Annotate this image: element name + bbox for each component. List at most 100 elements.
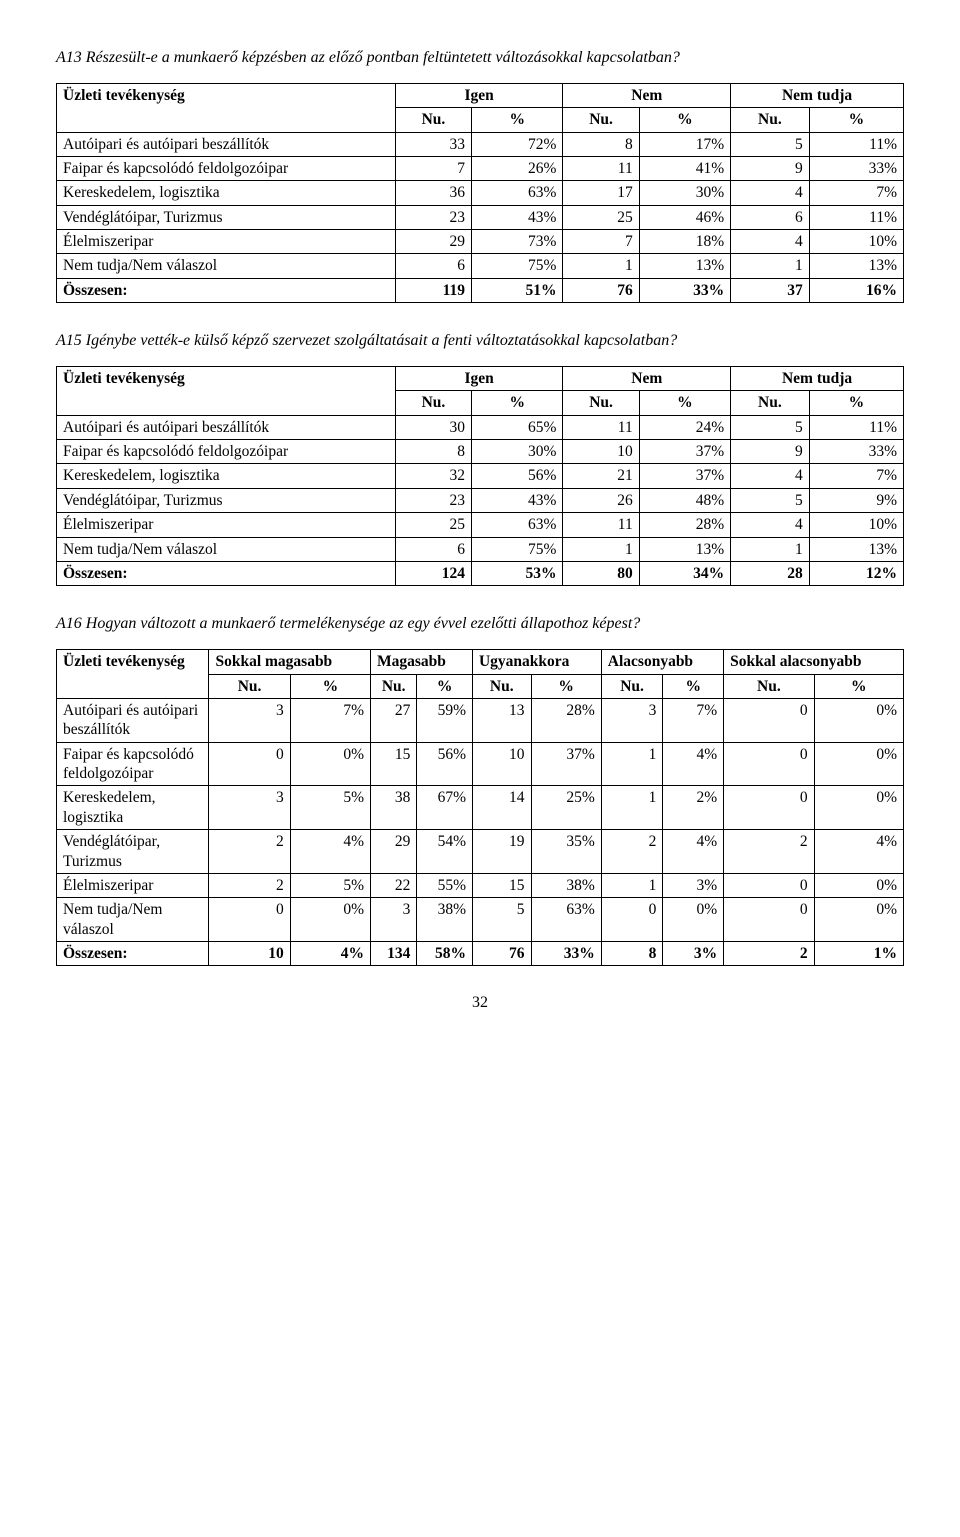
table-row: Faipar és kapcsolódó feldolgozóipar726%1… [57,156,904,180]
table-row: Üzleti tevékenység Igen Nem Nem tudja [57,83,904,107]
col-subheader: % [417,674,473,698]
cell-value: 18% [639,230,730,254]
cell-value: 8 [395,440,471,464]
cell-value: 0 [724,898,814,942]
table-total-row: Összesen:11951%7633%3716% [57,278,904,302]
row-label: Kereskedelem, logisztika [57,786,209,830]
row-label: Faipar és kapcsolódó feldolgozóipar [57,156,396,180]
cell-value: 10 [472,742,531,786]
table-row: Vendéglátóipar, Turizmus2343%2546%611% [57,205,904,229]
cell-value: 1 [563,537,639,561]
col-header-group: Igen [395,83,563,107]
cell-value: 38% [531,873,601,897]
cell-value: 63% [472,513,563,537]
cell-value: 4 [731,181,810,205]
cell-value: 55% [417,873,473,897]
cell-value: 0% [814,698,903,742]
cell-value: 58% [417,942,473,966]
cell-value: 5% [290,873,370,897]
cell-value: 11% [809,415,903,439]
row-label: Nem tudja/Nem válaszol [57,537,396,561]
cell-value: 11 [563,415,639,439]
table-a15: Üzleti tevékenység Igen Nem Nem tudja Nu… [56,366,904,586]
cell-value: 24% [639,415,730,439]
col-header-group: Nem tudja [731,366,904,390]
col-header-group: Sokkal magasabb [209,650,371,674]
table-a13: Üzleti tevékenység Igen Nem Nem tudja Nu… [56,83,904,303]
table-row: Autóipari és autóipari beszállítók3065%1… [57,415,904,439]
cell-value: 1 [563,254,639,278]
cell-value: 33% [809,156,903,180]
col-subheader: Nu. [395,108,471,132]
cell-value: 10 [563,440,639,464]
row-label: Autóipari és autóipari beszállítók [57,415,396,439]
col-subheader: % [814,674,903,698]
cell-value: 4% [663,742,724,786]
cell-value: 0 [724,698,814,742]
cell-value: 6 [395,254,471,278]
col-header-group: Igen [395,366,563,390]
cell-value: 38% [417,898,473,942]
cell-value: 65% [472,415,563,439]
col-header-group: Nem [563,366,731,390]
cell-value: 33% [809,440,903,464]
col-header-group: Ugyanakkora [472,650,601,674]
cell-value: 5% [290,786,370,830]
cell-value: 34% [639,561,730,585]
cell-value: 2 [724,830,814,874]
cell-value: 9 [731,156,810,180]
cell-value: 11 [563,513,639,537]
cell-value: 63% [531,898,601,942]
cell-value: 7% [809,181,903,205]
cell-value: 0 [724,786,814,830]
table-row: Kereskedelem, logisztika35%3867%1425%12%… [57,786,904,830]
cell-value: 5 [731,415,810,439]
row-label: Élelmiszeripar [57,230,396,254]
cell-value: 13% [809,537,903,561]
cell-value: 12% [809,561,903,585]
cell-value: 10 [209,942,290,966]
cell-value: 43% [472,205,563,229]
cell-value: 15 [371,742,417,786]
cell-value: 0% [814,742,903,786]
cell-value: 63% [472,181,563,205]
cell-value: 5 [731,132,810,156]
cell-value: 0% [814,898,903,942]
cell-value: 28% [531,698,601,742]
col-subheader: % [809,391,903,415]
cell-value: 4% [814,830,903,874]
col-subheader: % [531,674,601,698]
cell-value: 36 [395,181,471,205]
cell-value: 54% [417,830,473,874]
cell-value: 33 [395,132,471,156]
cell-value: 13 [472,698,531,742]
table-row: Nem tudja/Nem válaszol00%338%563%00%00% [57,898,904,942]
col-subheader: Nu. [731,108,810,132]
cell-value: 1% [814,942,903,966]
cell-value: 1 [601,742,663,786]
cell-value: 25% [531,786,601,830]
cell-value: 22 [371,873,417,897]
cell-value: 29 [395,230,471,254]
cell-value: 32 [395,464,471,488]
cell-value: 53% [472,561,563,585]
cell-value: 67% [417,786,473,830]
row-label: Kereskedelem, logisztika [57,464,396,488]
cell-value: 8 [601,942,663,966]
table-row: Élelmiszeripar25%2255%1538%13%00% [57,873,904,897]
cell-value: 33% [531,942,601,966]
cell-value: 7% [663,698,724,742]
col-header-activity: Üzleti tevékenység [57,650,209,699]
cell-value: 23 [395,205,471,229]
table-body-a16: Autóipari és autóipari beszállítók37%275… [57,698,904,966]
cell-value: 2% [663,786,724,830]
col-header-group: Magasabb [371,650,473,674]
cell-value: 16% [809,278,903,302]
cell-value: 1 [601,786,663,830]
cell-value: 119 [395,278,471,302]
table-row: Kereskedelem, logisztika3663%1730%47% [57,181,904,205]
cell-value: 4% [663,830,724,874]
cell-value: 75% [472,537,563,561]
col-header-group: Alacsonyabb [601,650,723,674]
table-total-row: Összesen:12453%8034%2812% [57,561,904,585]
